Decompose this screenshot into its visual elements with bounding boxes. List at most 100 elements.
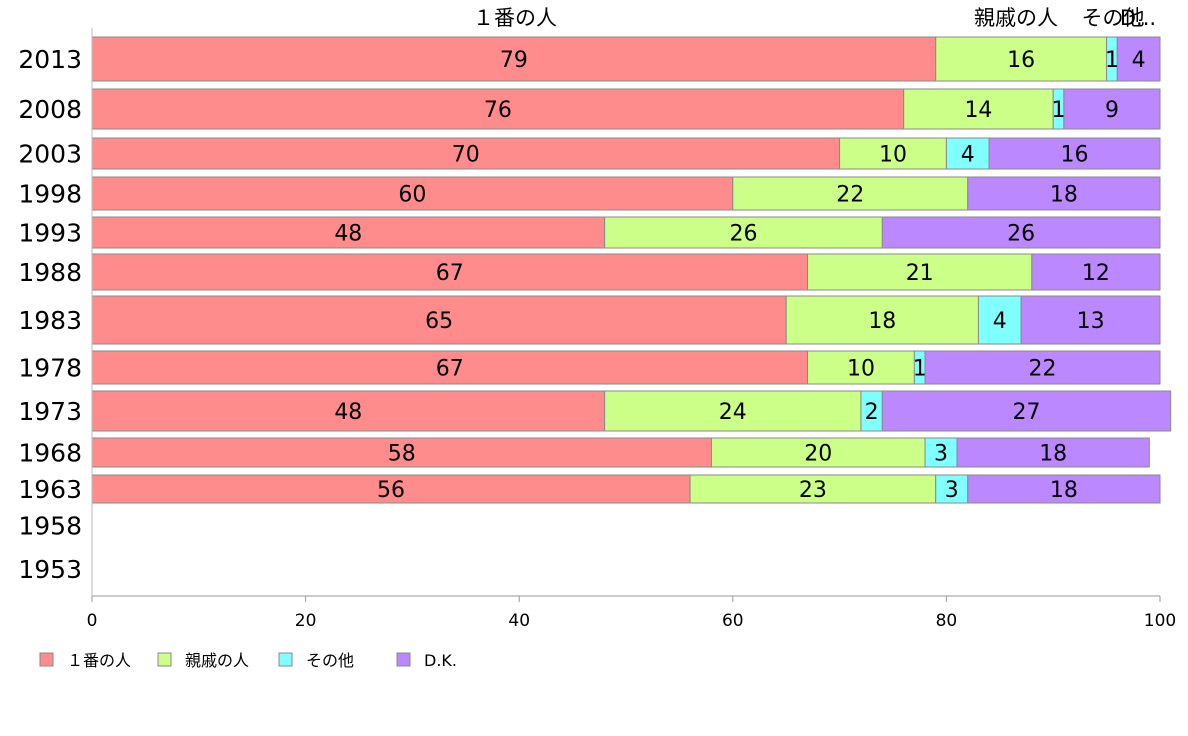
data-label: 26 [1007,222,1035,247]
bar-segment [1020,295,1161,345]
category-label: 1953 [18,555,82,584]
data-label: 14 [964,98,992,123]
bar-segment [604,216,883,249]
data-label: 10 [879,143,907,168]
x-tick-label: 80 [936,611,958,631]
bar-segment [881,390,1172,432]
data-label: 48 [334,400,362,425]
data-label: 67 [436,357,464,382]
bar-segment [839,137,947,170]
legend-label: D.K. [424,651,457,670]
data-label: 4 [1132,48,1146,73]
bar-segment [732,176,969,211]
bar-segment [1031,253,1161,291]
data-label: 18 [1050,183,1078,208]
category-label: 1983 [18,306,82,335]
data-label: 20 [804,442,832,467]
category-label: 1968 [18,439,82,468]
bar-segment [956,437,1150,468]
category-label: 2008 [18,95,82,124]
data-label: 58 [388,442,416,467]
bar-segment [689,474,937,504]
x-tick-label: 0 [87,611,98,631]
series-header-label: １番の人 [473,6,557,30]
data-label: 16 [1061,143,1089,168]
data-label: 23 [799,478,827,503]
bar-segment [988,137,1161,170]
data-label: 67 [436,261,464,286]
bar-segment [807,350,915,385]
category-label: 1963 [18,475,82,504]
bar-segment [91,474,691,504]
legend-label: １番の人 [67,651,131,670]
data-label: 18 [868,309,896,334]
x-tick-label: 60 [722,611,744,631]
bar-segment [1063,88,1161,130]
data-label: 48 [334,222,362,247]
category-label: 1958 [18,512,82,541]
data-label: 70 [452,143,480,168]
category-label: 2003 [18,140,82,169]
bar-segment [807,253,1033,291]
bar-segment [604,390,862,432]
bar-segment [91,295,787,345]
x-tick-label: 20 [295,611,317,631]
bar-segment [924,437,958,468]
bar-segment [1116,36,1161,82]
data-label: 76 [484,98,512,123]
data-label: 1 [1105,48,1119,73]
bar-segment [967,474,1161,504]
data-label: 21 [906,261,934,286]
data-label: 1 [913,357,927,382]
bar-segment [91,36,937,82]
category-label: 1993 [18,219,82,248]
data-label: 60 [398,183,426,208]
bar-segment [91,437,712,468]
bar-segment [945,137,990,170]
category-label: 1988 [18,258,82,287]
bar-segment [91,253,809,291]
category-label: 1998 [18,180,82,209]
data-label: 18 [1039,442,1067,467]
data-label: 79 [500,48,528,73]
bar-segment [91,216,606,249]
data-label: 22 [836,183,864,208]
legend-swatch [278,652,293,667]
bar-segment [935,36,1108,82]
data-label: 10 [847,357,875,382]
bar-segment [924,350,1161,385]
bar-segment [881,216,1161,249]
legend-label: 親戚の人 [185,651,249,670]
data-label: 13 [1077,309,1105,334]
data-label: 12 [1082,261,1110,286]
data-label: 22 [1029,357,1057,382]
data-label: 16 [1007,48,1035,73]
data-label: 26 [729,222,757,247]
data-label: 56 [377,478,405,503]
data-label: 1 [1052,98,1066,123]
x-tick-label: 40 [508,611,530,631]
data-label: 3 [934,442,948,467]
category-label: 2013 [18,45,82,74]
legend-label: その他 [306,651,354,670]
data-label: 3 [945,478,959,503]
series-header-label: その他 [1082,6,1145,30]
data-label: 4 [961,143,975,168]
bar-segment [977,295,1022,345]
series-header-label: 親戚の人 [974,6,1058,30]
bar-segment [903,88,1054,130]
x-tick-label: 100 [1144,611,1176,631]
category-label: 1973 [18,397,82,426]
data-label: 2 [865,400,879,425]
data-label: 27 [1013,400,1041,425]
data-label: 65 [425,309,453,334]
legend-swatch [157,652,172,667]
data-label: 24 [719,400,747,425]
data-label: 4 [993,309,1007,334]
bar-segment [967,176,1161,211]
legend-swatch [39,652,54,667]
bar-segment [785,295,979,345]
series-header-label: D... [1120,6,1156,30]
data-label: 9 [1105,98,1119,123]
